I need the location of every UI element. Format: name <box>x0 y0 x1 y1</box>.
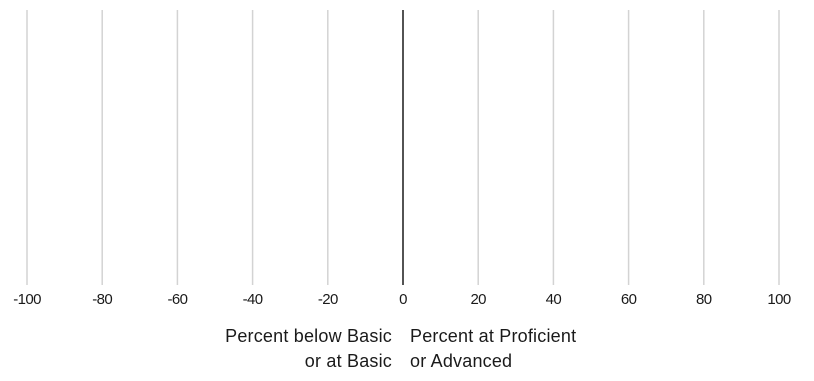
x-axis-label-right-line-1: Percent at Proficient <box>410 326 576 346</box>
x-axis-label-right-line-2: or Advanced <box>410 351 512 371</box>
x-tick-label: 40 <box>546 291 562 308</box>
x-axis-label-left-line-1: Percent below Basic <box>225 326 392 346</box>
x-tick-label: -60 <box>167 291 187 308</box>
x-tick-label: 100 <box>767 291 790 308</box>
x-tick-label: 0 <box>399 291 407 308</box>
x-axis-label-left-line-2: or at Basic <box>305 351 392 371</box>
x-axis-labels: Percent below Basic or at Basic Percent … <box>225 326 576 371</box>
x-tick-label: -80 <box>92 291 112 308</box>
gridlines <box>26 10 780 285</box>
x-tick-label: 60 <box>621 291 637 308</box>
x-tick-label: 80 <box>696 291 712 308</box>
x-tick-label: -100 <box>13 291 41 308</box>
x-tick-label: 20 <box>470 291 486 308</box>
x-axis-tick-labels: -100 -80 -60 -40 -20 0 20 40 60 80 100 <box>13 291 791 308</box>
x-tick-label: -40 <box>243 291 263 308</box>
x-tick-label: -20 <box>318 291 338 308</box>
